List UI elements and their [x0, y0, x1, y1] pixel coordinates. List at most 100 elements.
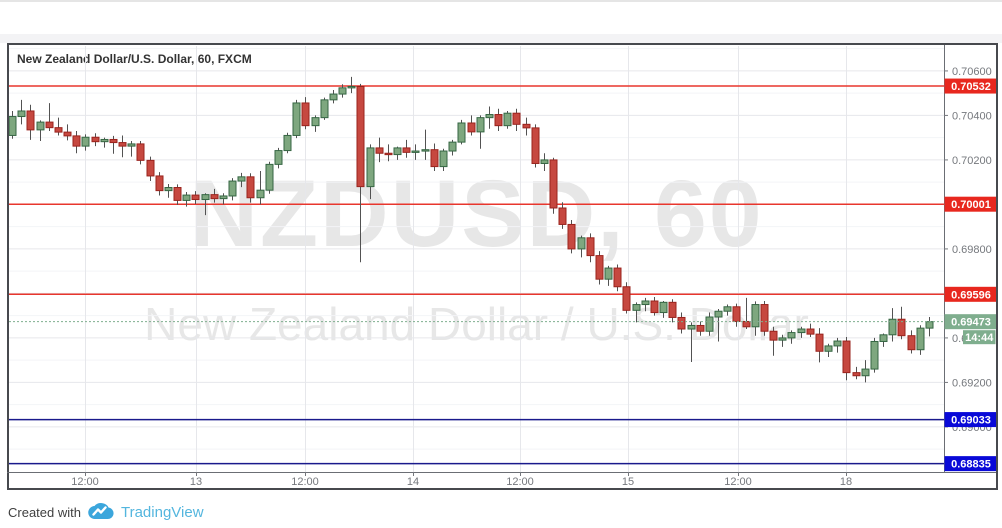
candle: [668, 299, 677, 323]
candle: [595, 251, 604, 285]
grid-layer: [9, 46, 944, 472]
svg-text:13: 13: [190, 476, 202, 488]
svg-text:12:00: 12:00: [291, 476, 319, 488]
chart-title: New Zealand Dollar/U.S. Dollar, 60, FXCM: [17, 52, 252, 66]
svg-text:0.69033: 0.69033: [951, 415, 991, 427]
svg-text:0.69473: 0.69473: [951, 317, 991, 329]
candle: [650, 296, 659, 316]
candle: [393, 146, 402, 160]
candle: [732, 303, 741, 327]
candle: [384, 144, 393, 162]
candle: [549, 157, 558, 214]
candle: [824, 343, 833, 358]
candle: [613, 264, 622, 292]
svg-text:0.70400: 0.70400: [952, 110, 992, 122]
candle: [402, 139, 411, 158]
candle: [256, 171, 265, 205]
candle: [577, 235, 586, 258]
candle: [687, 322, 696, 362]
bar-countdown-box: [963, 330, 996, 345]
candle: [164, 183, 173, 198]
candle: [567, 219, 576, 254]
candle: [439, 148, 448, 172]
level-label-0.69033: [944, 412, 996, 428]
candle: [347, 76, 356, 94]
candle: [485, 106, 494, 129]
candle: [833, 337, 842, 353]
candle: [531, 124, 540, 168]
last-price-box: [944, 314, 996, 330]
candle: [897, 306, 906, 340]
candle: [81, 134, 90, 151]
candle: [723, 304, 732, 316]
candle: [155, 172, 164, 196]
candle: [72, 130, 81, 154]
candle: [356, 83, 365, 263]
svg-text:0.69596: 0.69596: [951, 289, 991, 301]
candle: [320, 97, 329, 120]
watermark-name: New Zealand Dollar / U.S. Dollar: [144, 298, 809, 350]
candle: [815, 328, 824, 363]
candle: [127, 141, 136, 157]
candle: [632, 302, 641, 323]
level-label-0.68835: [944, 456, 996, 472]
svg-text:12:00: 12:00: [724, 476, 752, 488]
level-label-0.70532: [944, 78, 996, 94]
candle: [26, 104, 35, 140]
candle: [301, 97, 310, 130]
created-with-text: Created with: [8, 504, 81, 520]
candle: [448, 139, 457, 156]
svg-text:14: 14: [407, 476, 419, 488]
candle: [586, 233, 595, 263]
candle: [503, 110, 512, 129]
svg-text:0.70001: 0.70001: [951, 199, 991, 211]
tradingview-logo-icon: [88, 503, 114, 520]
time-axis[interactable]: 12:00 13 12:00 14 12:00 15 12:00 18: [71, 472, 852, 488]
svg-text:14:44: 14:44: [965, 332, 994, 344]
candle: [45, 103, 54, 131]
candle: [879, 333, 888, 347]
candle: [512, 108, 521, 131]
candle: [806, 323, 815, 338]
candle: [852, 366, 861, 380]
candle: [457, 119, 466, 145]
candle: [9, 110, 17, 139]
tradingview-link[interactable]: TradingView: [120, 503, 204, 521]
svg-text:0.70532: 0.70532: [951, 81, 991, 93]
candle: [430, 143, 439, 172]
candle: [696, 321, 705, 336]
candle: [742, 297, 751, 330]
svg-text:15: 15: [622, 476, 634, 488]
candle: [604, 265, 613, 286]
price-axis[interactable]: 0.706000.704000.702000.700000.698000.696…: [944, 66, 992, 434]
candle: [366, 144, 375, 200]
candle: [100, 137, 109, 148]
candle: [421, 129, 430, 160]
candle: [861, 360, 870, 383]
candle: [622, 282, 631, 314]
candle: [751, 301, 760, 336]
candle: [311, 115, 320, 132]
candle: [769, 326, 778, 356]
candle: [467, 115, 476, 136]
candle: [191, 191, 200, 204]
candle: [274, 147, 283, 169]
candle: [411, 144, 420, 160]
candle: [246, 173, 255, 203]
page-band: [0, 34, 1002, 43]
candle: [136, 141, 145, 165]
level-label-0.70001: [944, 196, 996, 212]
candle: [558, 202, 567, 229]
candle: [17, 99, 26, 125]
svg-text:0.69200: 0.69200: [952, 377, 992, 389]
candle: [494, 108, 503, 131]
svg-text:0.70600: 0.70600: [952, 66, 992, 78]
candle: [916, 325, 925, 355]
svg-text:0.70200: 0.70200: [952, 155, 992, 167]
candle: [63, 124, 72, 141]
last-price-label: 0.69473 14:44: [944, 314, 996, 345]
candle: [540, 153, 549, 172]
level-lines-layer: [9, 85, 944, 465]
